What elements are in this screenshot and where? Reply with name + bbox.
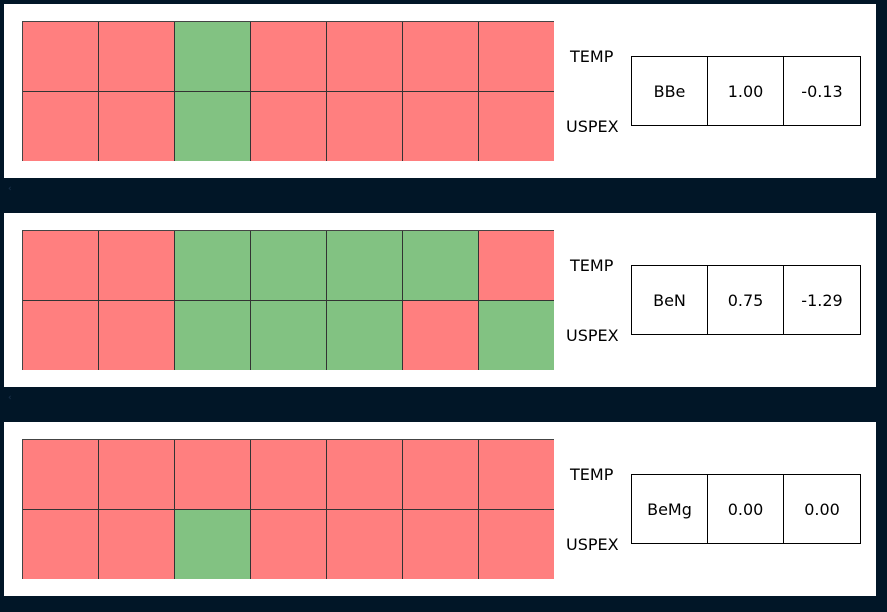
stats-cell: BBe xyxy=(632,57,708,125)
row-label-uspex: USPEX xyxy=(566,535,619,554)
heatmap-cell xyxy=(175,301,251,370)
heatmap-grid xyxy=(22,21,554,161)
heatmap-cell xyxy=(23,92,99,161)
stats-cell: 0.75 xyxy=(708,266,784,334)
heatmap-cell xyxy=(327,22,403,92)
heatmap-cell xyxy=(175,92,251,161)
stats-cell: 1.00 xyxy=(708,57,784,125)
heatmap-cell xyxy=(327,440,403,510)
heatmap-cell xyxy=(23,510,99,579)
heatmap-cell xyxy=(175,510,251,579)
heatmap-panel: TEMP USPEX BeMg 0.00 0.00 xyxy=(4,422,876,596)
heatmap-cell xyxy=(327,92,403,161)
heatmap-grid xyxy=(22,439,554,579)
heatmap-grid xyxy=(22,230,554,370)
stats-cell: 0.00 xyxy=(708,475,784,543)
heatmap-cell xyxy=(327,231,403,301)
heatmap-cell xyxy=(479,92,554,161)
heatmap-cell xyxy=(403,231,479,301)
heatmap-cell xyxy=(251,301,327,370)
row-label-uspex: USPEX xyxy=(566,326,619,345)
heatmap-cell xyxy=(403,92,479,161)
heatmap-cell xyxy=(403,440,479,510)
heatmap-cell xyxy=(327,301,403,370)
stats-cell: BeN xyxy=(632,266,708,334)
heatmap-cell xyxy=(479,301,554,370)
heatmap-cell xyxy=(23,301,99,370)
heatmap-cell xyxy=(479,510,554,579)
heatmap-cell xyxy=(251,92,327,161)
row-label-temp: TEMP xyxy=(570,465,614,484)
stats-cell: -0.13 xyxy=(801,81,843,101)
heatmap-cell xyxy=(479,22,554,92)
heatmap-cell xyxy=(175,231,251,301)
heatmap-cell xyxy=(99,92,175,161)
row-label-temp: TEMP xyxy=(570,256,614,275)
heatmap-cell xyxy=(175,440,251,510)
heatmap-cell xyxy=(251,22,327,92)
row-label-temp: TEMP xyxy=(570,47,614,66)
heatmap-cell xyxy=(23,22,99,92)
stats-table: BBe 1.00 -0.13 xyxy=(631,56,861,126)
heatmap-cell xyxy=(23,231,99,301)
scroll-left-icon: ‹ xyxy=(8,184,12,194)
heatmap-cell xyxy=(99,440,175,510)
heatmap-cell xyxy=(99,22,175,92)
heatmap-cell xyxy=(479,231,554,301)
heatmap-cell xyxy=(251,231,327,301)
heatmap-cell xyxy=(327,510,403,579)
heatmap-cell xyxy=(403,510,479,579)
stats-table: BeN 0.75 -1.29 xyxy=(631,265,861,335)
heatmap-cell xyxy=(175,22,251,92)
heatmap-panel: TEMP USPEX BBe 1.00 -0.13 xyxy=(4,4,876,178)
heatmap-cell xyxy=(99,301,175,370)
stats-cell: BeMg xyxy=(632,475,708,543)
stats-cell: 0.00 xyxy=(804,499,840,519)
stats-cell: -1.29 xyxy=(801,290,843,310)
heatmap-cell xyxy=(99,231,175,301)
stats-table: BeMg 0.00 0.00 xyxy=(631,474,861,544)
heatmap-cell xyxy=(403,301,479,370)
heatmap-cell xyxy=(23,440,99,510)
row-label-uspex: USPEX xyxy=(566,117,619,136)
heatmap-cell xyxy=(251,440,327,510)
scroll-left-icon: ‹ xyxy=(8,393,12,403)
heatmap-cell xyxy=(479,440,554,510)
heatmap-cell xyxy=(99,510,175,579)
heatmap-panel: TEMP USPEX BeN 0.75 -1.29 xyxy=(4,213,876,387)
heatmap-cell xyxy=(403,22,479,92)
heatmap-cell xyxy=(251,510,327,579)
